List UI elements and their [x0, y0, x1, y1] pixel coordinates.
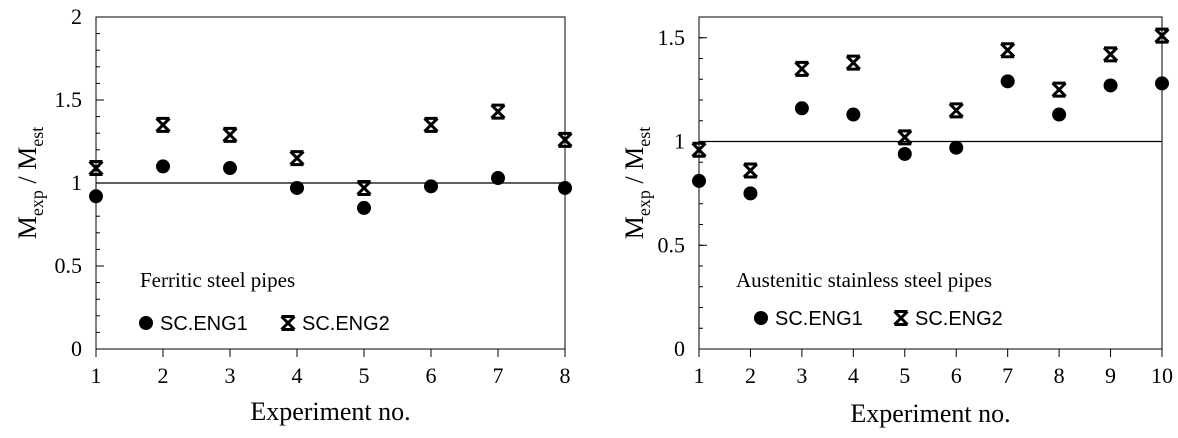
legend-label: SC.ENG2 — [302, 313, 390, 335]
y-tick-label: 0 — [674, 336, 685, 361]
data-point-sc-eng2 — [1000, 42, 1016, 59]
x-tick-label: 4 — [848, 363, 859, 388]
x-tick-label: 6 — [426, 363, 437, 388]
legend-marker-circle — [754, 311, 768, 325]
x-tick-label: 6 — [951, 363, 962, 388]
y-axis-title-part: / M — [13, 147, 42, 190]
x-axis-title: Experiment no. — [250, 397, 410, 426]
x-tick-label: 2 — [158, 363, 169, 388]
data-point-sc-eng1 — [743, 186, 758, 201]
data-point-sc-eng1 — [424, 179, 438, 194]
data-point-sc-eng2 — [289, 150, 305, 167]
legend-marker-circle — [139, 316, 153, 330]
y-tick-label: 1 — [674, 129, 685, 154]
data-point-sc-eng1 — [290, 180, 304, 195]
data-point-sc-eng2 — [490, 103, 506, 120]
x-tick-label: 7 — [493, 363, 504, 388]
chart-annotation: Ferritic steel pipes — [140, 268, 295, 292]
data-point-sc-eng1 — [1155, 76, 1169, 91]
data-point-sc-eng2 — [88, 160, 104, 177]
data-point-sc-eng1 — [1103, 78, 1118, 93]
y-axis-title-subscript: est — [634, 127, 654, 147]
data-point-sc-eng1 — [794, 101, 809, 116]
data-point-sc-eng2 — [1051, 81, 1067, 98]
y-axis-title-part: M — [620, 216, 649, 239]
chart-panel-1: 0 0.5 1 1.5 2 1 2 3 4 5 6 7 8 Experiment no. Mexp / Me… — [13, 4, 573, 426]
y-axis-title-part: / M — [620, 147, 649, 190]
y-tick-label: 2 — [71, 4, 82, 29]
data-point-sc-eng2 — [557, 131, 573, 148]
y-tick-label: 0.5 — [55, 253, 83, 278]
chart-annotation: Austenitic stainless steel pipes — [736, 268, 992, 292]
x-tick-label: 8 — [1054, 363, 1065, 388]
y-axis-title-part: M — [13, 216, 42, 239]
y-tick-label: 0.5 — [658, 232, 686, 257]
x-axis-title: Experiment no. — [850, 399, 1010, 428]
x-tick-label: 1 — [694, 363, 705, 388]
y-tick-label: 1.5 — [55, 87, 83, 112]
legend-label: SC.ENG1 — [775, 308, 863, 330]
data-point-sc-eng2 — [845, 54, 861, 71]
data-point-sc-eng1 — [1000, 74, 1015, 89]
x-tick-label: 7 — [1002, 363, 1013, 388]
y-axis-title: Mexp / Mest — [13, 127, 47, 239]
data-point-sc-eng1 — [1052, 107, 1067, 122]
data-point-sc-eng2 — [1102, 46, 1119, 63]
data-point-sc-eng2 — [1154, 27, 1170, 44]
y-axis-title-subscript: est — [27, 127, 47, 147]
y-tick-label: 0 — [71, 336, 82, 361]
x-tick-label: 2 — [745, 363, 756, 388]
data-point-sc-eng1 — [89, 189, 103, 204]
legend-label: SC.ENG2 — [915, 308, 1003, 330]
x-tick-label: 5 — [359, 363, 370, 388]
x-tick-label: 3 — [225, 363, 236, 388]
chart-panel-2: 0 0.5 1 1.5 1 2 3 4 5 6 7 8 9 10 Experiment no. Mexp / … — [620, 16, 1173, 428]
data-point-sc-eng1 — [491, 171, 505, 186]
data-point-sc-eng1 — [558, 180, 572, 195]
y-axis-title-subscript: exp — [27, 190, 47, 216]
data-point-sc-eng2 — [356, 179, 372, 196]
x-tick-label: 10 — [1151, 363, 1173, 388]
data-point-sc-eng1 — [223, 161, 237, 176]
data-point-sc-eng1 — [156, 159, 170, 174]
data-point-sc-eng1 — [897, 146, 912, 161]
plot-area-frame — [698, 16, 1163, 350]
data-point-sc-eng1 — [949, 140, 964, 155]
data-point-sc-eng2 — [794, 60, 810, 77]
data-point-sc-eng1 — [357, 200, 371, 215]
legend-marker-x — [893, 310, 909, 326]
data-point-sc-eng2 — [897, 129, 913, 146]
x-tick-label: 8 — [560, 363, 571, 388]
y-axis-title-subscript: exp — [634, 190, 654, 216]
x-tick-label: 9 — [1105, 363, 1116, 388]
y-tick-label: 1.5 — [658, 25, 686, 50]
legend-marker-x — [280, 315, 296, 331]
x-tick-label: 1 — [91, 363, 102, 388]
y-tick-label: 1 — [71, 170, 82, 195]
data-point-sc-eng1 — [692, 173, 706, 188]
data-point-sc-eng2 — [222, 126, 238, 143]
data-point-sc-eng2 — [948, 102, 964, 119]
data-point-sc-eng2 — [742, 162, 759, 179]
data-point-sc-eng2 — [423, 116, 439, 133]
x-tick-label: 3 — [796, 363, 807, 388]
x-tick-label: 4 — [292, 363, 303, 388]
x-tick-label: 5 — [899, 363, 910, 388]
data-point-sc-eng2 — [691, 141, 707, 158]
data-point-sc-eng2 — [155, 116, 171, 133]
data-point-sc-eng1 — [846, 107, 861, 122]
y-axis-title: Mexp / Mest — [620, 127, 654, 239]
legend-label: SC.ENG1 — [160, 313, 248, 335]
